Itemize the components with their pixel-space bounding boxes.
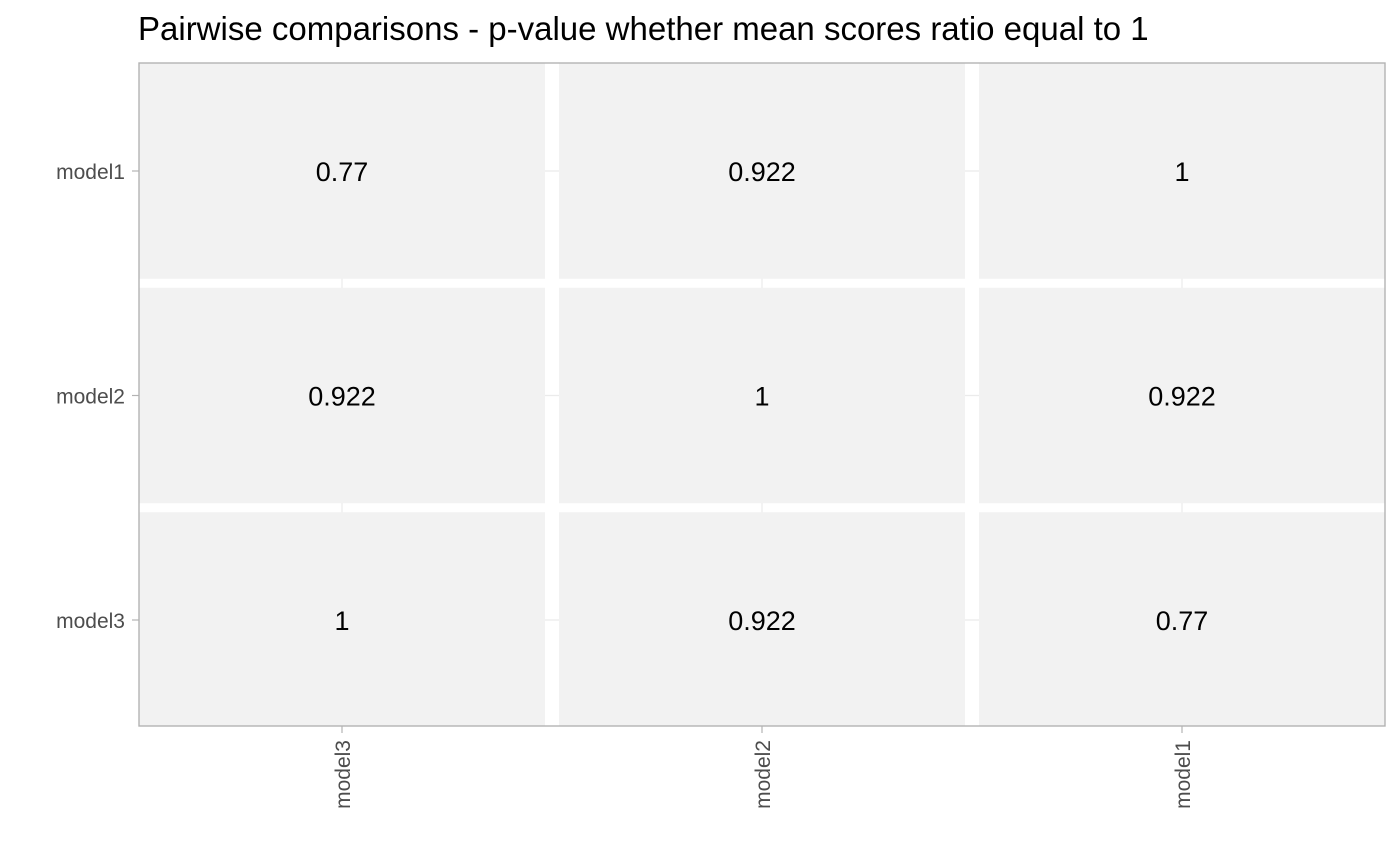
y-tick-label: model3 [56,610,125,633]
cell-value-label: 0.922 [1148,382,1216,412]
heatmap-cell [979,63,1385,279]
cell-value-label: 0.77 [1156,606,1209,636]
heatmap-cell [559,512,965,726]
cell-value-label: 0.922 [308,382,376,412]
heatmap-cell [139,63,545,279]
cell-value-label: 0.922 [728,157,796,187]
panel-border [138,62,1386,727]
heatmap-cell [559,63,965,279]
heatmap-cell [559,287,965,504]
cell-value-label: 1 [334,606,349,636]
plot-panel: 0.77 0.922 1 0.922 1 0.922 1 0.922 0.77 model1 mod… [56,62,1386,809]
cell-value-label: 1 [754,382,769,412]
y-tick-label: model1 [56,161,125,184]
cell-value-label: 1 [1174,157,1189,187]
heatmap-cell [139,287,545,504]
cell-value-label: 0.77 [316,157,369,187]
x-tick-label: model3 [332,740,355,809]
heatmap-cell [979,512,1385,726]
cell-value-label: 0.922 [728,606,796,636]
y-tick-label: model2 [56,386,125,409]
x-tick-label: model1 [1172,740,1195,809]
heatmap-cell [979,287,1385,504]
x-tick-label: model2 [752,740,775,809]
chart-title: Pairwise comparisons - p-value whether m… [138,10,1149,47]
heatmap-cell [139,512,545,726]
